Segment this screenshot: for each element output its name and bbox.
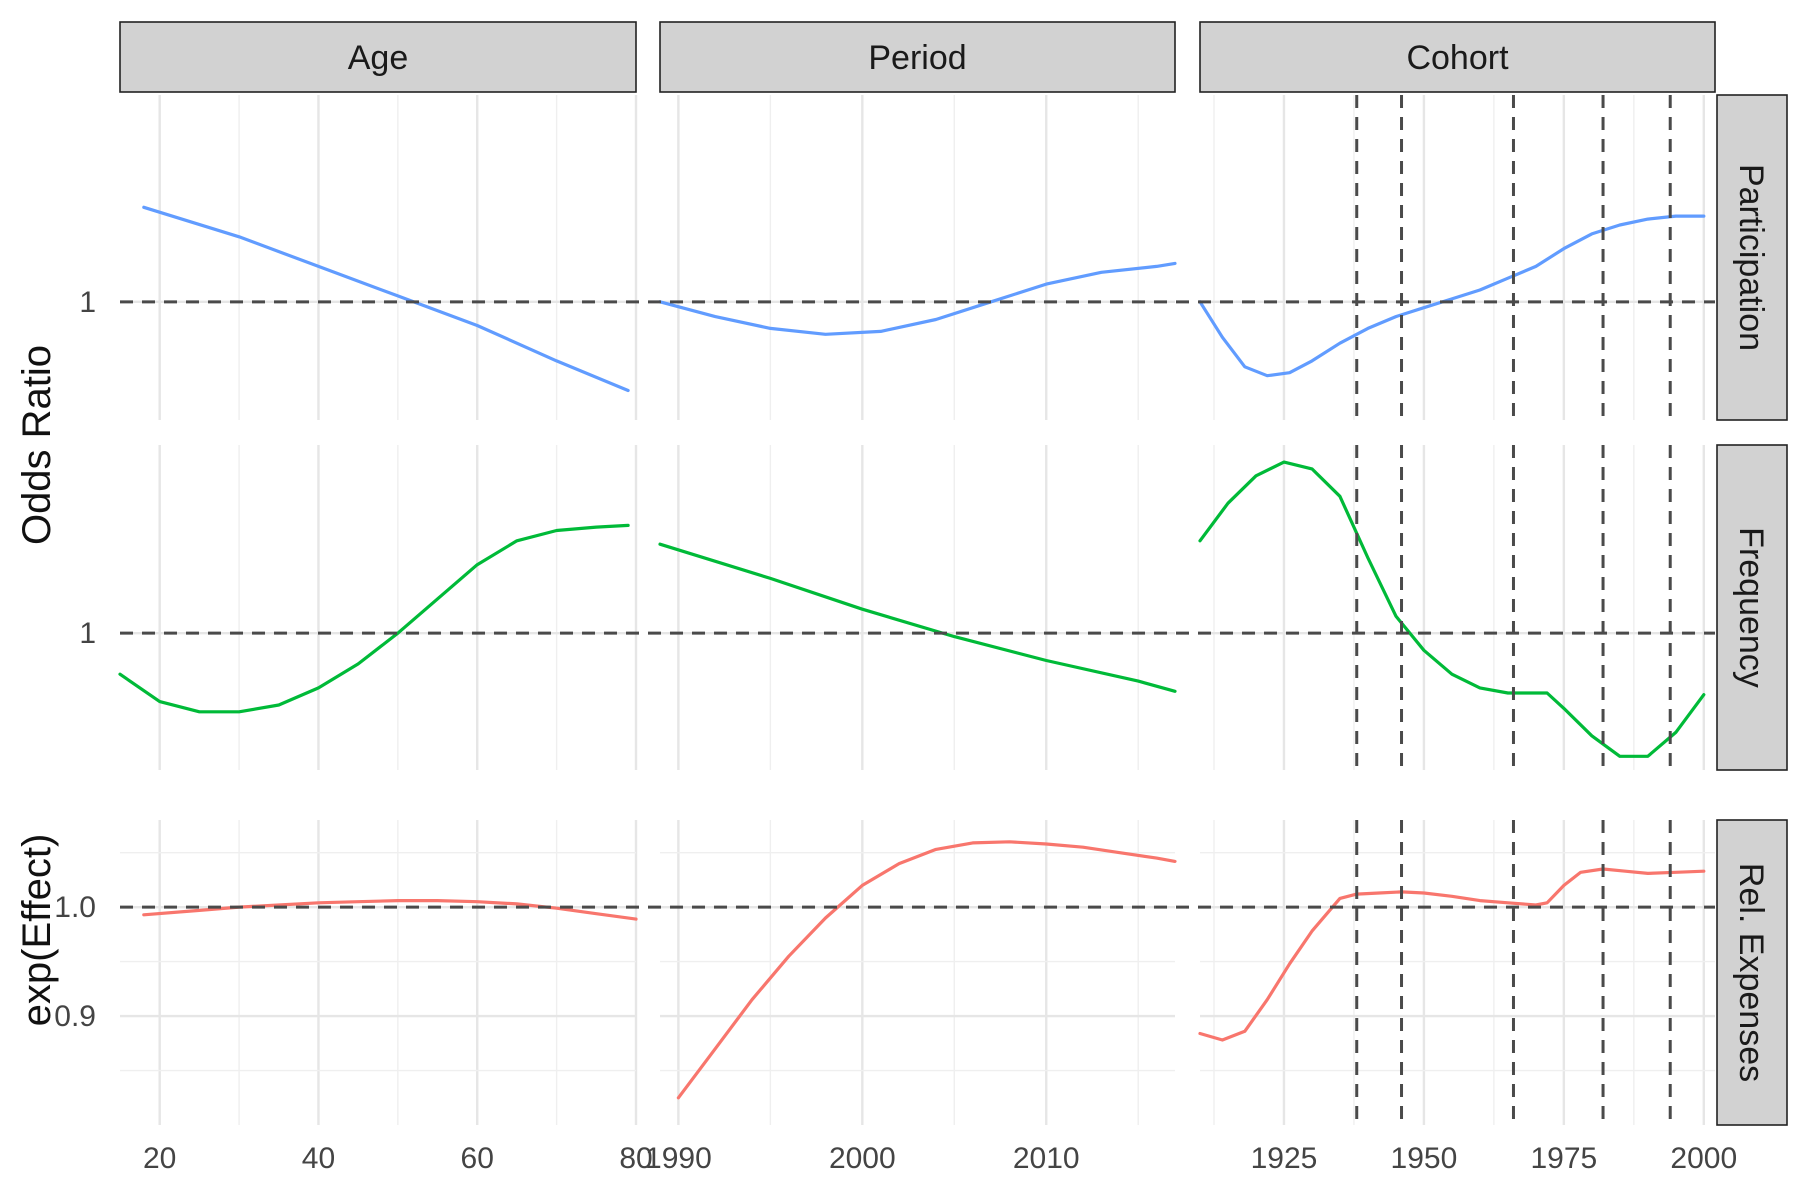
series-line-rel-expenses-age [142,899,638,921]
x-tick-label-cohort: 2000 [1670,1142,1737,1175]
x-tick-label-age: 40 [302,1142,335,1175]
strip-rel-expenses [1716,819,1788,1126]
series-line-frequency-age [118,523,630,714]
panel-frequency-cohort [1198,445,1715,770]
x-tick-label-period: 2010 [1013,1142,1080,1175]
strip-cohort [1199,21,1716,93]
strip-participation [1716,94,1788,421]
x-tick-label-age: 60 [461,1142,494,1175]
x-tick-label-cohort: 1925 [1251,1142,1318,1175]
series-line-rel-expenses-cohort [1198,867,1706,1042]
strip-period [659,21,1176,93]
strip-age [119,21,637,93]
y-tick-label: 1 [79,286,96,319]
x-tick-label-cohort: 1950 [1391,1142,1458,1175]
strip-label-frequency: Frequency [1732,527,1770,688]
series-line-participation-cohort [1198,214,1706,378]
panel-participation-period [658,95,1177,420]
x-tick-label-age: 80 [619,1142,652,1175]
x-tick-label-cohort: 1975 [1530,1142,1597,1175]
strip-label-period: Period [868,39,966,77]
panel-rel-expenses-age [120,820,638,1125]
series-line-participation-age [142,205,630,393]
y-axis-title-odds-ratio: Odds Ratio [15,345,59,545]
x-tick-label-period: 2000 [829,1142,896,1175]
strip-frequency [1716,444,1788,771]
panel-frequency-period [658,445,1177,770]
strip-label-cohort: Cohort [1406,39,1509,77]
panel-frequency-age [118,445,638,770]
series-line-participation-period [658,261,1177,336]
panel-rel-expenses-cohort [1198,820,1715,1125]
series-line-frequency-period [658,542,1177,693]
series-line-frequency-cohort [1198,460,1706,758]
panel-participation-cohort [1198,95,1715,420]
strip-label-age: Age [348,39,409,77]
panel-participation-age [120,95,638,420]
panel-rel-expenses-period [660,820,1177,1125]
y-tick-label: 1 [79,617,96,650]
x-tick-label-age: 20 [143,1142,176,1175]
plot-area: Age Period Cohort Participation Frequency Rel… [54,21,1788,1175]
x-tick-label-period: 1990 [645,1142,712,1175]
y-axis-title-exp-effect: exp(Effect) [15,834,59,1027]
y-tick-label: 1.0 [54,891,96,924]
strip-label-participation: Participation [1732,164,1770,351]
strip-label-rel-expenses: Rel. Expenses [1732,863,1770,1082]
y-tick-label: 0.9 [54,1000,96,1033]
series-line-rel-expenses-period [676,840,1177,1100]
